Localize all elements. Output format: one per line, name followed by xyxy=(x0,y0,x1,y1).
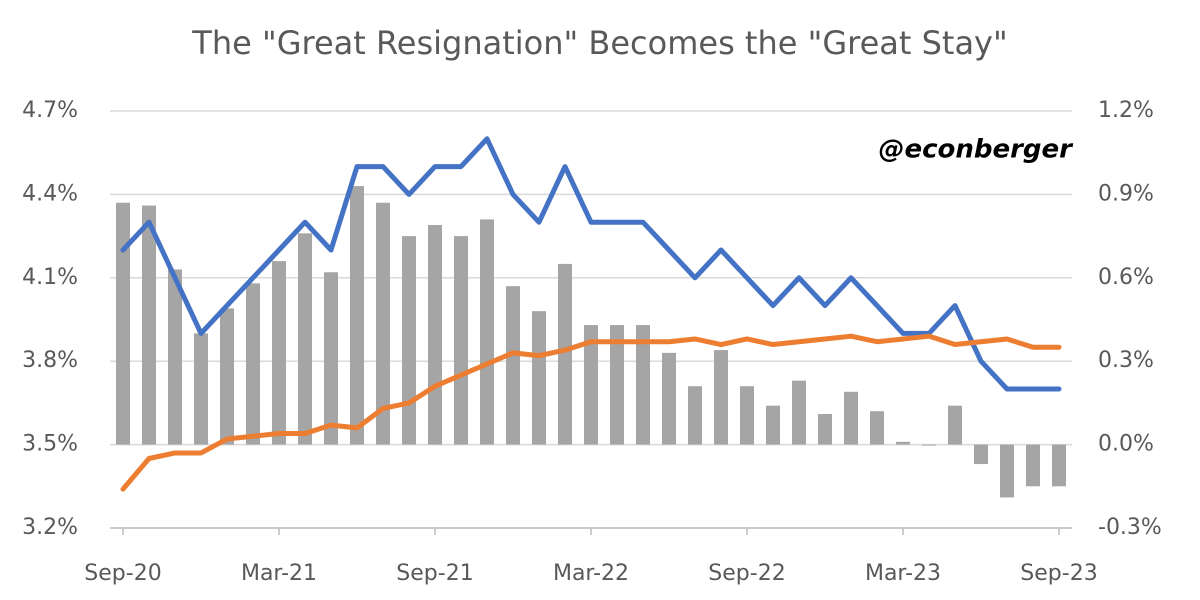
annotation: @econberger xyxy=(878,135,1074,165)
bar xyxy=(298,233,312,445)
y-tick-label: 4.4% xyxy=(22,181,78,206)
bar xyxy=(506,286,520,445)
bar xyxy=(818,414,832,445)
bar xyxy=(792,380,806,445)
y-tick-label: 4.7% xyxy=(22,98,78,123)
bar xyxy=(116,202,130,445)
y2-tick-label: 0.3% xyxy=(1098,348,1154,373)
bar xyxy=(350,186,364,445)
y2-tick-label: 0.9% xyxy=(1098,181,1154,206)
y2-tick-label: -0.3% xyxy=(1098,515,1162,540)
bar xyxy=(714,350,728,445)
y-tick-label: 3.8% xyxy=(22,348,78,373)
bar xyxy=(168,269,182,445)
bar xyxy=(532,311,546,445)
bar xyxy=(584,325,598,445)
x-tick-label: Mar-21 xyxy=(241,561,317,586)
bar xyxy=(194,333,208,445)
x-tick-label: Sep-23 xyxy=(1020,561,1097,586)
bar xyxy=(480,219,494,445)
bar xyxy=(636,325,650,445)
y-tick-label: 4.1% xyxy=(22,265,78,290)
bar xyxy=(428,224,442,445)
bar xyxy=(766,405,780,445)
bar xyxy=(870,411,884,445)
bar xyxy=(662,352,676,445)
bar xyxy=(142,205,156,445)
line xyxy=(120,333,1062,492)
bar xyxy=(402,236,416,445)
bar xyxy=(974,444,988,465)
bar xyxy=(922,444,936,446)
bar xyxy=(272,261,286,445)
bar xyxy=(896,441,910,445)
bar xyxy=(246,283,260,445)
x-tick-label: Sep-22 xyxy=(708,561,785,586)
bar xyxy=(454,236,468,445)
bar xyxy=(844,391,858,445)
bar xyxy=(740,386,754,445)
y2-tick-label: 0.0% xyxy=(1098,432,1154,457)
bar xyxy=(558,263,572,445)
y-tick-label: 3.2% xyxy=(22,515,78,540)
x-tick-label: Sep-21 xyxy=(396,561,473,586)
bar xyxy=(376,202,390,445)
bar xyxy=(220,308,234,445)
x-tick-label: Mar-23 xyxy=(865,561,941,586)
chart-title: The "Great Resignation" Becomes the "Gre… xyxy=(191,24,1007,62)
y2-tick-label: 0.6% xyxy=(1098,265,1154,290)
bar xyxy=(948,405,962,445)
bar xyxy=(1052,444,1066,487)
x-tick-label: Mar-22 xyxy=(553,561,629,586)
bar xyxy=(688,386,702,445)
bar xyxy=(1026,444,1040,487)
y2-tick-label: 1.2% xyxy=(1098,98,1154,123)
bar xyxy=(610,325,624,445)
bar xyxy=(1000,444,1014,498)
x-tick-label: Sep-20 xyxy=(84,561,161,586)
line xyxy=(120,136,1062,392)
bar xyxy=(324,272,338,445)
y-tick-label: 3.5% xyxy=(22,432,78,457)
